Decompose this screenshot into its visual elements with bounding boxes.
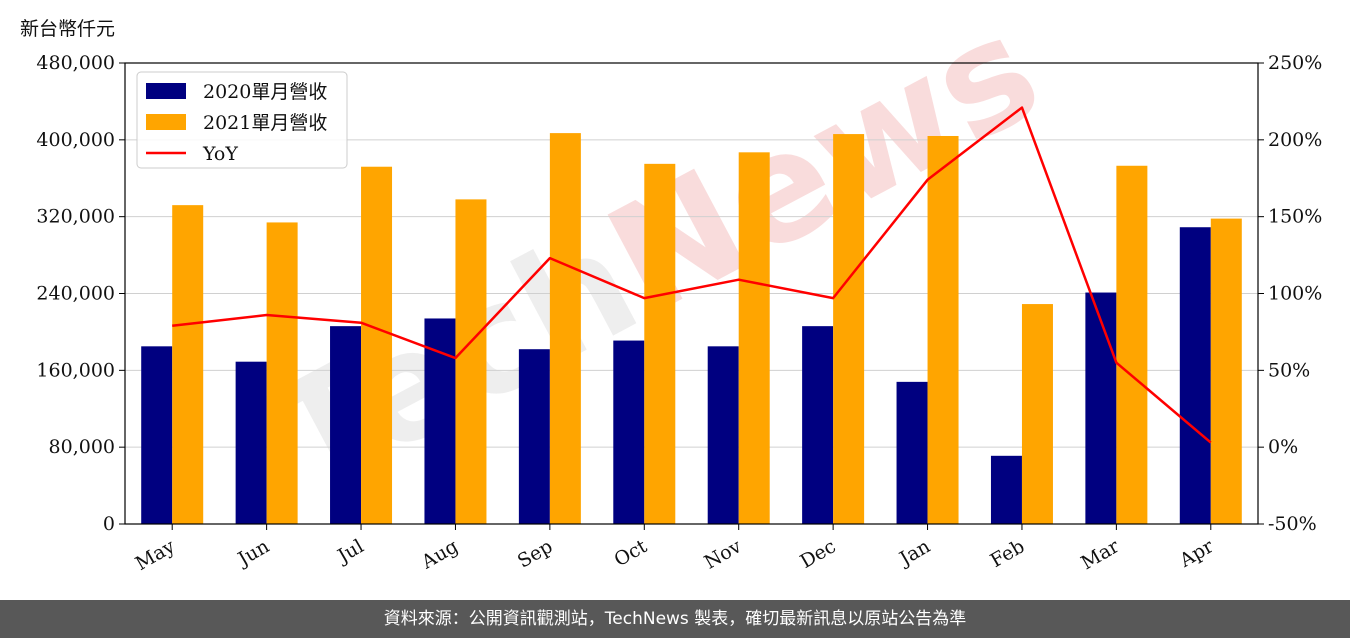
bar-2020 [990,455,1022,524]
y2-tick-label: 50% [1268,359,1310,381]
x-tick-label: Jul [332,535,367,568]
y-tick-label: 240,000 [36,283,115,305]
bar-2021 [833,134,865,524]
bar-2020 [1179,227,1211,524]
y-tick-label: 480,000 [36,52,115,74]
y2-tick-label: 150% [1268,206,1322,228]
y-tick-label: 80,000 [49,436,115,458]
x-tick-label: Sep [514,535,557,572]
bar-2020 [802,326,834,524]
bar-2020 [896,381,928,524]
bar-2020 [141,346,173,524]
bar-2020 [518,349,550,524]
y-tick-label: 160,000 [36,359,115,381]
plot-frame [124,62,1259,525]
bar-2021 [1116,165,1148,524]
bar-2021 [455,199,487,525]
bar-2021 [927,135,959,524]
legend-label-2: YoY [202,143,238,165]
x-tick-label: Jan [894,535,934,571]
x-tick-label: Mar [1077,535,1123,574]
legend-swatch-0 [146,83,186,99]
x-tick-label: Apr [1175,535,1218,572]
x-tick-label: Feb [987,535,1029,572]
bar-2021 [549,133,581,524]
bar-2021 [1021,304,1053,524]
y-tick-label: 320,000 [36,206,115,228]
footer-source-text: 資料來源：公開資訊觀測站，TechNews 製表，確切最新訊息以原站公告為準 [0,600,1350,638]
y2-tick-label: -50% [1268,513,1317,535]
y-tick-label: 0 [103,513,115,535]
x-tick-label: May [132,535,179,575]
bar-2020 [235,361,267,524]
x-tick-label: Nov [701,535,746,574]
legend-label-1: 2021單月營收 [203,112,327,134]
bar-2020 [613,340,645,524]
bar-2020 [707,346,739,524]
unit-label: 新台幣仟元 [20,18,116,40]
yoy-line [172,106,1212,444]
legend-box [136,71,348,169]
y2-tick-label: 100% [1268,283,1322,305]
chart: TechNews080,000160,000240,000320,000400,… [36,0,1322,575]
y2-tick-label: 200% [1268,129,1322,151]
x-tick-label: Dec [796,535,839,573]
y2-tick-label: 250% [1268,52,1322,74]
bar-2021 [361,166,393,524]
y-tick-label: 400,000 [36,129,115,151]
legend-swatch-1 [146,114,186,130]
bar-2021 [1210,218,1242,524]
x-tick-label: Aug [417,535,462,574]
bar-2020 [1085,292,1117,524]
bar-2021 [266,222,298,524]
bar-2021 [738,152,770,524]
bar-2021 [172,205,204,524]
legend-label-0: 2020單月營收 [203,81,327,103]
bar-2020 [330,326,362,524]
x-tick-label: Jun [233,535,274,571]
y2-tick-label: 0% [1268,436,1298,458]
bar-2021 [644,163,676,524]
x-tick-label: Oct [610,535,651,571]
